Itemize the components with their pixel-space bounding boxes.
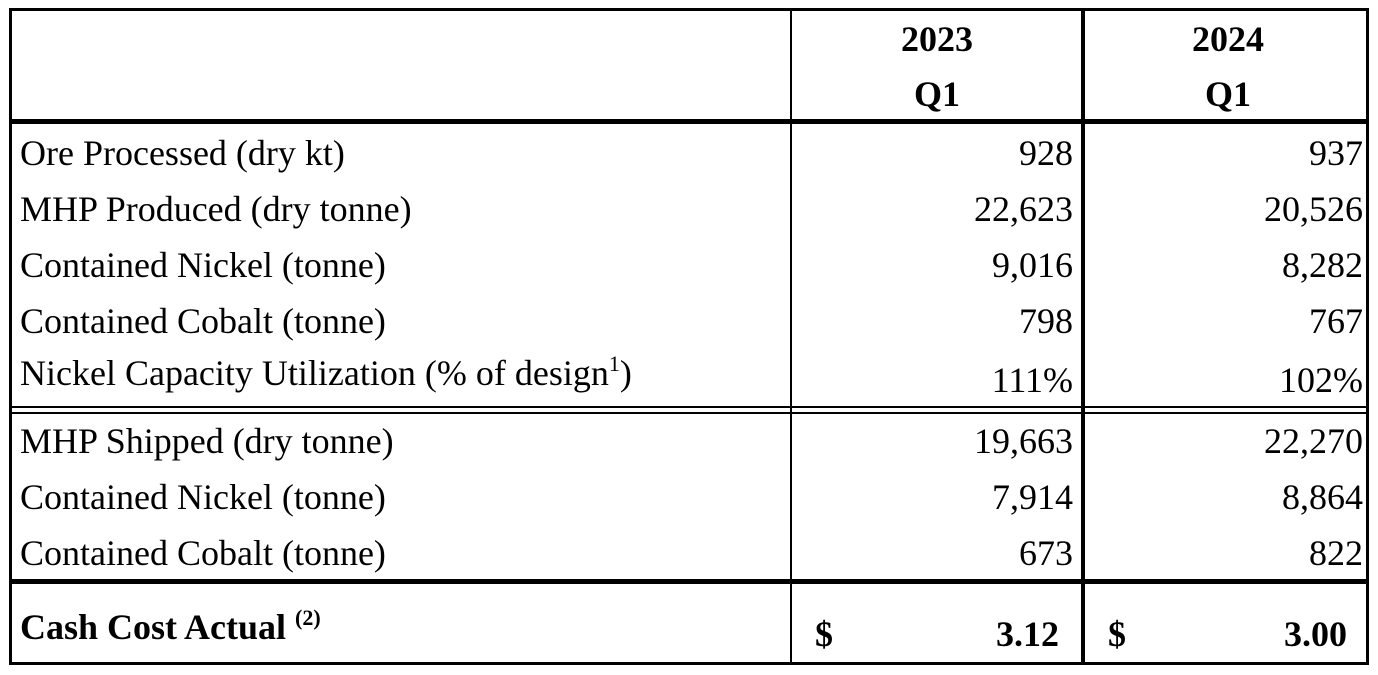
- table-border-top: [9, 8, 1369, 11]
- footnote-marker: 1: [608, 351, 620, 376]
- value-2023: 673: [1019, 533, 1073, 573]
- cash-cost-2023: 3.12: [996, 614, 1059, 654]
- value-2024: 937: [1309, 133, 1363, 173]
- row-label-suffix: ): [619, 353, 632, 393]
- row-label: Contained Cobalt (tonne): [20, 301, 386, 341]
- value-2023: 19,663: [974, 421, 1073, 461]
- header-rule: [9, 119, 1369, 124]
- row-label: Contained Nickel (tonne): [20, 245, 386, 285]
- value-2023: 7,914: [992, 477, 1073, 517]
- value-2024: 767: [1309, 301, 1363, 341]
- value-2024: 22,270: [1264, 421, 1363, 461]
- row-label: Ore Processed (dry kt): [20, 133, 345, 173]
- cash-cost-2024: 3.00: [1284, 614, 1347, 654]
- currency-symbol-2023: $: [815, 614, 833, 654]
- cash-cost-rule: [9, 579, 1369, 584]
- section-rule-b: [9, 412, 1369, 414]
- currency-symbol-2024: $: [1108, 614, 1126, 654]
- column-header-year-2023: 2023: [901, 19, 973, 59]
- value-2024: 8,282: [1282, 245, 1363, 285]
- cash-cost-label-text: Cash Cost Actual: [20, 607, 287, 647]
- value-2023: 798: [1019, 301, 1073, 341]
- value-2024: 8,864: [1282, 477, 1363, 517]
- value-2023: 22,623: [974, 189, 1073, 229]
- column-divider-2: [1081, 8, 1085, 665]
- column-divider-1: [790, 8, 792, 665]
- row-label: Contained Cobalt (tonne): [20, 533, 386, 573]
- table-border-bottom: [9, 662, 1369, 665]
- table-border-right: [1366, 8, 1369, 665]
- column-header-quarter-2024: Q1: [1204, 74, 1251, 114]
- value-2024: 20,526: [1264, 189, 1363, 229]
- footnote-marker: (2): [295, 605, 321, 630]
- value-2024: 102%: [1279, 360, 1363, 400]
- row-label: Nickel Capacity Utilization (% of design…: [20, 351, 632, 398]
- row-label-text: Nickel Capacity Utilization (% of design: [20, 353, 609, 393]
- value-2023: 928: [1019, 133, 1073, 173]
- column-header-quarter-2023: Q1: [913, 74, 960, 114]
- value-2024: 822: [1309, 533, 1363, 573]
- row-label: MHP Produced (dry tonne): [20, 189, 412, 229]
- cash-cost-label: Cash Cost Actual (2): [20, 605, 321, 652]
- column-header-year-2024: 2024: [1192, 19, 1264, 59]
- production-table: 2023 Q1 2024 Q1 Ore Processed (dry kt) 9…: [9, 8, 1369, 665]
- row-label: MHP Shipped (dry tonne): [20, 421, 394, 461]
- table-border-left: [9, 8, 12, 665]
- section-rule-a: [9, 406, 1369, 408]
- row-label: Contained Nickel (tonne): [20, 477, 386, 517]
- value-2023: 111%: [991, 360, 1073, 400]
- value-2023: 9,016: [992, 245, 1073, 285]
